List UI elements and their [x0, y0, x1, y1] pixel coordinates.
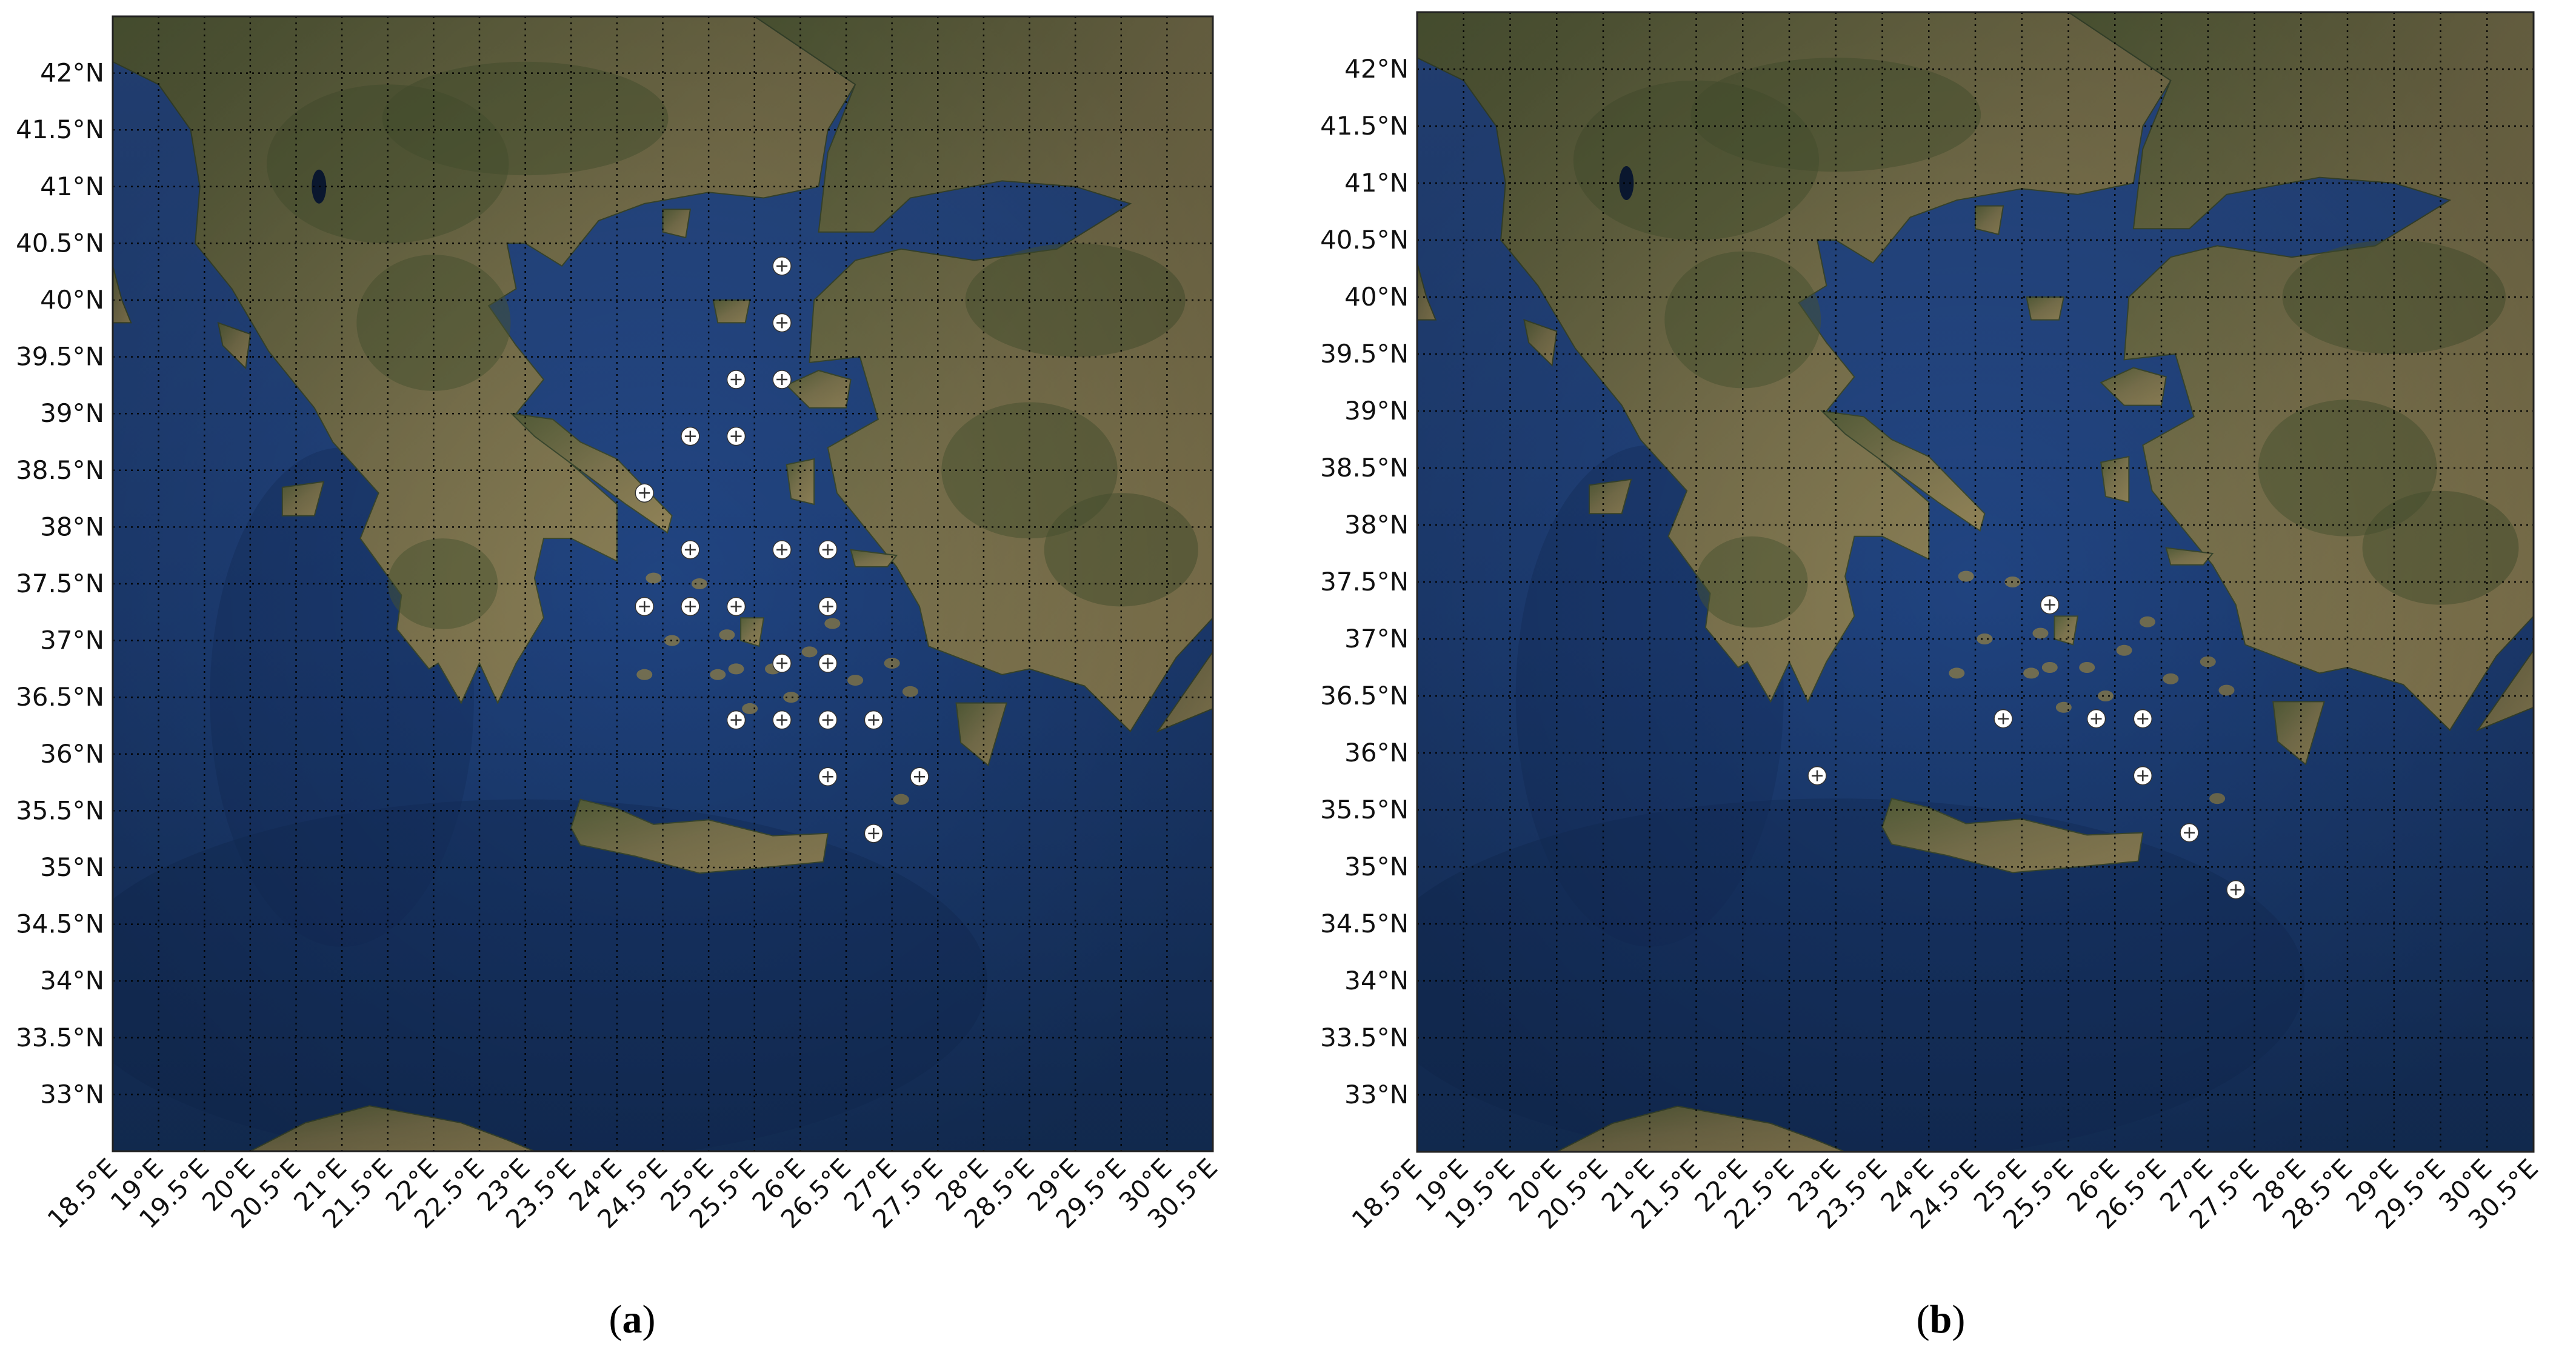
lat-tick-label: 41°N [1344, 168, 1409, 198]
lat-tick-label: 41°N [40, 172, 104, 201]
lat-tick-label: 34°N [1344, 966, 1409, 995]
station-marker [772, 710, 792, 730]
lat-tick-label: 34.5°N [1320, 909, 1409, 938]
lat-tick-label: 40.5°N [1320, 225, 1409, 255]
panel-label-a: (a) [609, 1297, 656, 1342]
lat-tick-label: 38°N [1344, 510, 1409, 540]
lat-tick-label: 37.5°N [1320, 567, 1409, 597]
station-marker [635, 483, 654, 503]
station-marker [818, 767, 838, 786]
lat-tick-label: 34°N [40, 966, 104, 995]
lat-tick-label: 40°N [1344, 282, 1409, 312]
longitude-tick-labels: 18.5°E19°E19.5°E20°E20.5°E21°E21.5°E22°E… [1346, 1153, 2544, 1234]
station-marker [772, 370, 792, 389]
lat-tick-label: 38.5°N [16, 455, 104, 485]
lat-tick-label: 35°N [1344, 852, 1409, 881]
lat-tick-label: 37°N [1344, 624, 1409, 654]
lat-tick-label: 35.5°N [16, 795, 104, 825]
lat-tick-label: 33.5°N [16, 1023, 104, 1052]
lat-tick-label: 36°N [1344, 738, 1409, 767]
station-marker [2226, 880, 2246, 900]
station-marker [864, 824, 884, 843]
basemap [1417, 12, 2534, 1152]
station-marker [818, 654, 838, 673]
lat-tick-label: 36.5°N [16, 682, 104, 712]
station-marker [772, 313, 792, 333]
lat-tick-label: 36.5°N [1320, 681, 1409, 710]
map-panel-a: 33°N 33.5°N 34°N 34.5°N 35°N 35.5°N 36°N 36.5°N… [16, 15, 1223, 1234]
lat-lon-grid [1416, 12, 2535, 1152]
station-marker [681, 540, 700, 560]
lat-tick-label: 39.5°N [16, 342, 104, 372]
lat-tick-label: 36°N [40, 739, 104, 769]
lat-tick-label: 42°N [1344, 54, 1409, 84]
station-marker [635, 597, 654, 617]
station-markers [635, 256, 929, 843]
station-marker [772, 540, 792, 560]
lat-tick-label: 33°N [40, 1079, 104, 1109]
lat-tick-label: 33°N [1344, 1080, 1409, 1109]
panel-label-b: (b) [1917, 1297, 1966, 1342]
lat-tick-label: 38.5°N [1320, 453, 1409, 483]
longitude-tick-labels: 18.5°E19°E19.5°E20°E20.5°E21°E21.5°E22°E… [42, 1152, 1223, 1234]
station-marker [726, 426, 746, 446]
station-marker [910, 767, 929, 786]
station-marker [1807, 766, 1827, 786]
lat-tick-label: 35°N [40, 852, 104, 882]
station-marker [818, 540, 838, 560]
basemap [113, 16, 1213, 1151]
lat-tick-label: 39.5°N [1320, 339, 1409, 369]
station-marker [2040, 595, 2060, 615]
station-marker [726, 710, 746, 730]
station-marker [1994, 709, 2013, 729]
station-marker [2133, 766, 2153, 786]
station-marker [818, 597, 838, 617]
station-marker [726, 370, 746, 389]
lat-tick-label: 39°N [40, 398, 104, 428]
station-marker [681, 597, 700, 617]
lat-tick-label: 41.5°N [1320, 111, 1409, 141]
station-marker [681, 426, 700, 446]
map-frame [1416, 11, 2535, 1153]
station-marker [2086, 709, 2106, 729]
station-marker [772, 256, 792, 276]
latitude-tick-labels: 33°N 33.5°N 34°N 34.5°N 35°N 35.5°N 36°N 36.5°N… [1320, 54, 1409, 1109]
lat-tick-label: 37.5°N [16, 569, 104, 598]
station-marker [2180, 823, 2199, 843]
station-marker [864, 710, 884, 730]
station-marker [818, 710, 838, 730]
lat-tick-label: 40°N [40, 285, 104, 315]
station-marker [2133, 709, 2153, 729]
map-frame [112, 15, 1214, 1152]
lat-tick-label: 33.5°N [1320, 1023, 1409, 1052]
lat-tick-label: 40.5°N [16, 228, 104, 258]
lat-tick-label: 42°N [40, 58, 104, 88]
lat-tick-label: 35.5°N [1320, 795, 1409, 824]
map-panel-b: 33°N 33.5°N 34°N 34.5°N 35°N 35.5°N 36°N 36.5°N… [1320, 11, 2544, 1235]
station-markers [1807, 595, 2246, 900]
station-marker [726, 597, 746, 617]
latitude-tick-labels: 33°N 33.5°N 34°N 34.5°N 35°N 35.5°N 36°N 36.5°N… [16, 58, 104, 1109]
lat-tick-label: 34.5°N [16, 909, 104, 939]
lat-tick-label: 41.5°N [16, 115, 104, 144]
lat-tick-label: 39°N [1344, 396, 1409, 426]
lat-tick-label: 38°N [40, 512, 104, 541]
lat-tick-label: 37°N [40, 626, 104, 655]
station-marker [772, 654, 792, 673]
